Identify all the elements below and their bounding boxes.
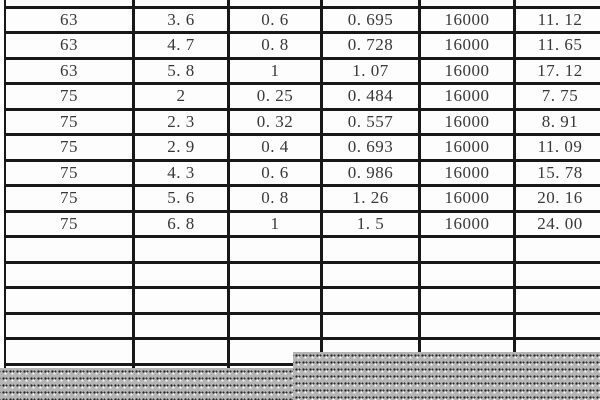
dither-overlay-right (293, 352, 600, 400)
table-cell: 75 (6, 161, 132, 184)
table-cell-empty (323, 0, 418, 6)
table-cell: 11. 12 (516, 8, 600, 31)
table-cell: 6. 8 (135, 212, 227, 235)
table-cell: 2. 3 (135, 110, 227, 133)
table-cell-empty (421, 0, 513, 6)
table-cell: 16000 (421, 85, 513, 108)
table-cell-empty (135, 238, 227, 261)
table-cell-empty (230, 238, 320, 261)
table-cell: 75 (6, 187, 132, 210)
table-cell-empty (323, 314, 418, 337)
table-cell-empty (421, 314, 513, 337)
table-cell: 1. 07 (323, 59, 418, 82)
table-cell-empty (6, 0, 132, 6)
table-cell: 0. 32 (230, 110, 320, 133)
table-cell-empty (6, 238, 132, 261)
dither-overlay-left (0, 368, 293, 400)
table-cell: 75 (6, 212, 132, 235)
table-cell-empty (323, 289, 418, 312)
table-cell: 1. 5 (323, 212, 418, 235)
table-cell-empty (421, 289, 513, 312)
table-cell: 11. 09 (516, 136, 600, 159)
table-cell: 16000 (421, 187, 513, 210)
table-cell: 11. 65 (516, 34, 600, 57)
table-cell-empty (135, 263, 227, 286)
table-cell-empty (230, 289, 320, 312)
table-cell-empty (6, 263, 132, 286)
table-cell: 63 (6, 34, 132, 57)
table-cell: 7. 75 (516, 85, 600, 108)
table-cell: 1. 26 (323, 187, 418, 210)
table-cell-empty (421, 263, 513, 286)
table-cell-empty (230, 0, 320, 6)
table-cell-empty (516, 314, 600, 337)
table-cell: 75 (6, 136, 132, 159)
table-cell: 0. 693 (323, 136, 418, 159)
table-cell: 16000 (421, 59, 513, 82)
table-cell: 4. 7 (135, 34, 227, 57)
table-cell: 0. 8 (230, 34, 320, 57)
table-cell: 16000 (421, 212, 513, 235)
table-cell: 0. 4 (230, 136, 320, 159)
table-cell-empty (323, 263, 418, 286)
table-cell: 0. 484 (323, 85, 418, 108)
table-cell: 20. 16 (516, 187, 600, 210)
table-cell-empty (516, 263, 600, 286)
table-cell: 75 (6, 85, 132, 108)
table-cell: 15. 78 (516, 161, 600, 184)
table-cell: 63 (6, 59, 132, 82)
table-cell: 16000 (421, 34, 513, 57)
table-cell: 0. 6 (230, 161, 320, 184)
table-cell-empty (516, 0, 600, 6)
table-cell: 24. 00 (516, 212, 600, 235)
table-cell-empty (421, 238, 513, 261)
table-cell: 0. 695 (323, 8, 418, 31)
table-cell: 5. 8 (135, 59, 227, 82)
table-cell: 5. 6 (135, 187, 227, 210)
table-cell: 63 (6, 8, 132, 31)
table-cell: 2 (135, 85, 227, 108)
table-cell: 16000 (421, 8, 513, 31)
table-cell-empty (135, 340, 227, 363)
table-cell: 16000 (421, 110, 513, 133)
table-cell-empty (6, 340, 132, 363)
table-cell-empty (230, 314, 320, 337)
table-cell-empty (6, 289, 132, 312)
data-table: 63 3. 6 0. 6 0. 695 16000 11. 12 63 4. 7… (4, 0, 600, 400)
table-cell-empty (516, 238, 600, 261)
table-cell-empty (135, 289, 227, 312)
table-cell: 1 (230, 59, 320, 82)
table-cell-empty (516, 289, 600, 312)
table-cell: 0. 8 (230, 187, 320, 210)
table-cell: 16000 (421, 136, 513, 159)
table-cell: 17. 12 (516, 59, 600, 82)
table-cell: 1 (230, 212, 320, 235)
table-cell: 16000 (421, 161, 513, 184)
table-cell-empty (135, 0, 227, 6)
table-cell: 3. 6 (135, 8, 227, 31)
table-cell: 0. 557 (323, 110, 418, 133)
table-cell: 4. 3 (135, 161, 227, 184)
table-cell: 0. 25 (230, 85, 320, 108)
table-cell-empty (135, 314, 227, 337)
table-cell: 2. 9 (135, 136, 227, 159)
table-cell: 0. 986 (323, 161, 418, 184)
table-cell: 8. 91 (516, 110, 600, 133)
table-cell: 0. 728 (323, 34, 418, 57)
table-cell: 75 (6, 110, 132, 133)
table-cell-empty (6, 314, 132, 337)
table-cell-empty (323, 238, 418, 261)
table-cell-empty (230, 263, 320, 286)
table-cell: 0. 6 (230, 8, 320, 31)
